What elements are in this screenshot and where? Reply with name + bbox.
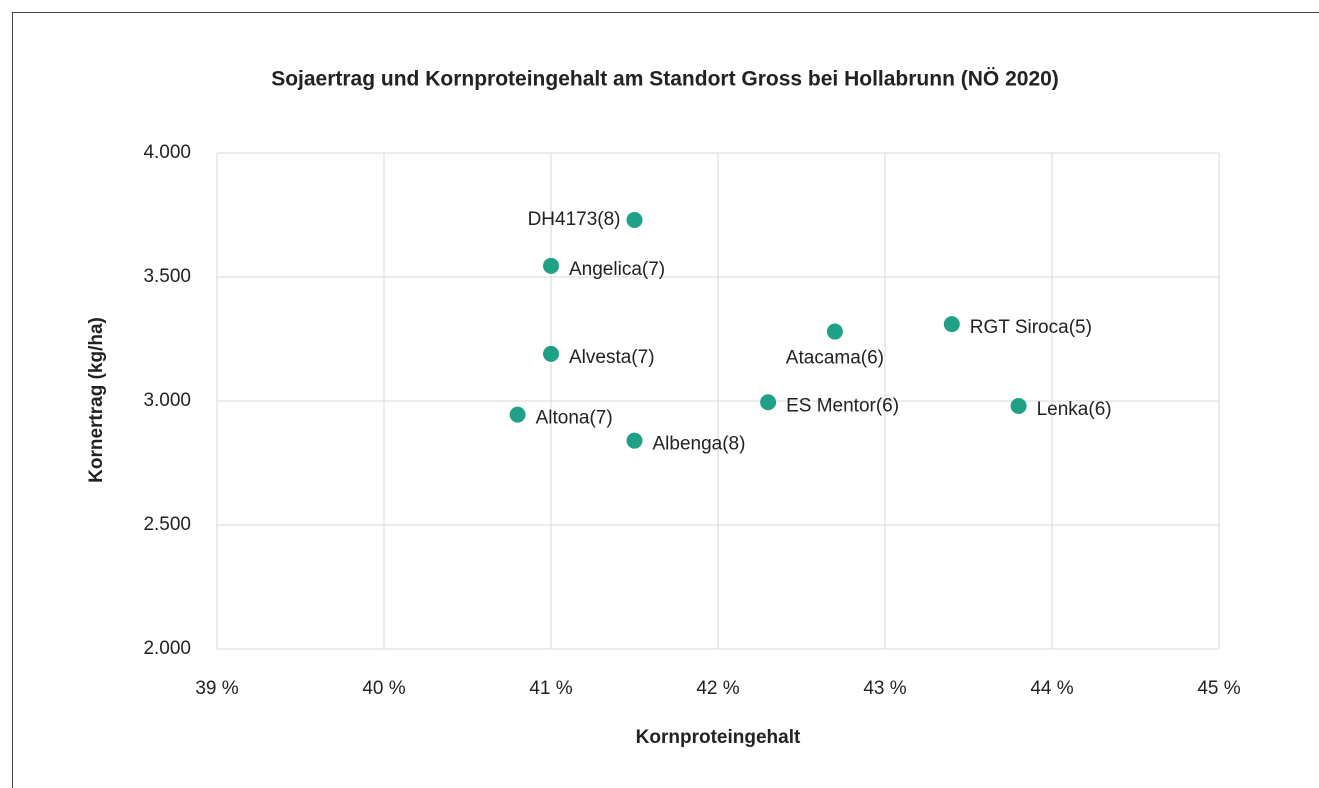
y-tick-label: 2.000 (143, 638, 191, 659)
point (626, 211, 643, 228)
y-tick-label: 2.500 (143, 514, 191, 535)
x-axis-title: Kornproteingehalt (636, 727, 801, 748)
y-tick-label: 4.000 (143, 142, 191, 163)
point-label: Albenga(8) (653, 434, 746, 455)
x-tick-label: 45 % (1197, 678, 1240, 699)
point (626, 432, 643, 449)
y-axis-title: Kornertrag (kg/ha) (86, 317, 107, 483)
point-label: RGT Siroca(5) (970, 317, 1092, 338)
point (943, 316, 960, 333)
point (543, 257, 559, 274)
x-tick-label: 43 % (863, 678, 906, 699)
y-tick-label: 3.000 (143, 390, 191, 411)
point (543, 345, 559, 362)
x-tick-label: 41 % (529, 678, 572, 699)
point (760, 394, 777, 411)
point (826, 323, 843, 340)
chart-title: Sojaertrag und Kornproteingehalt am Stan… (271, 68, 1059, 91)
point-label: Atacama(6) (786, 348, 884, 369)
point (509, 406, 526, 423)
x-tick-label: 40 % (362, 678, 405, 699)
point-label: Alvesta(7) (569, 347, 655, 368)
point-label: ES Mentor(6) (786, 395, 899, 416)
x-tick-label: 39 % (195, 678, 238, 699)
chart-frame (12, 12, 1319, 788)
point-label: Altona(7) (536, 408, 613, 429)
point-label: DH4173(8) (528, 209, 621, 230)
point-label: Lenka(6) (1037, 399, 1112, 420)
x-tick-label: 44 % (1030, 678, 1073, 699)
y-tick-label: 3.500 (143, 266, 191, 287)
point-label: Angelica(7) (569, 259, 665, 280)
point (1010, 397, 1027, 414)
x-tick-label: 42 % (696, 678, 739, 699)
